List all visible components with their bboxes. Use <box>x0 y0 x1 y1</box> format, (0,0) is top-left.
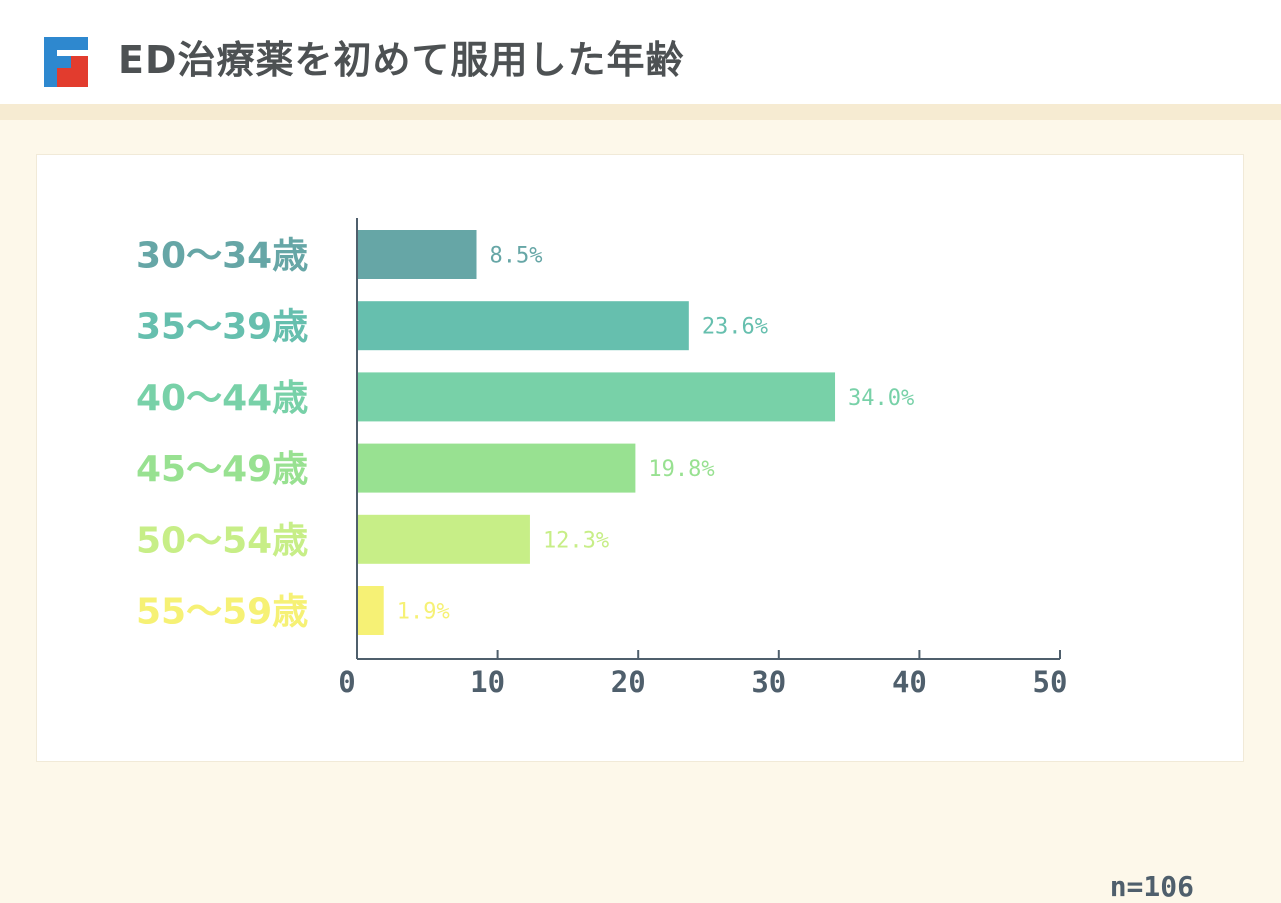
header: ED治療薬を初めて服用した年齢 <box>0 0 1281 104</box>
value-label-3: 19.8% <box>648 457 714 482</box>
chart-card: 30〜34歳 8.5% 35〜39歳 23.6% 40〜44歳 34.0% 45〜49歳 19… <box>36 154 1244 903</box>
value-label-5: 1.9% <box>397 600 450 625</box>
x-tick-label-4: 40 <box>892 665 927 699</box>
header-divider <box>0 104 1281 120</box>
bar-1 <box>357 301 689 351</box>
bar-5 <box>357 586 384 635</box>
category-label-5: 55〜59歳 <box>136 592 308 633</box>
category-label-3: 45〜49歳 <box>136 449 308 490</box>
value-label-2: 34.0% <box>848 386 914 411</box>
value-label-4: 12.3% <box>543 528 609 553</box>
x-tick-label-3: 30 <box>751 665 786 699</box>
bar-3 <box>357 443 636 493</box>
x-tick-label-5: 50 <box>1033 665 1068 699</box>
logo-blue-notch <box>57 56 71 68</box>
value-label-1: 23.6% <box>702 315 768 340</box>
logo-blue-left <box>44 37 57 87</box>
page-title: ED治療薬を初めて服用した年齢 <box>118 38 685 82</box>
category-label-0: 30〜34歳 <box>136 236 308 277</box>
category-label-2: 40〜44歳 <box>136 378 308 419</box>
bar-0 <box>357 230 477 279</box>
brand-logo-icon <box>44 37 88 87</box>
bar-chart: 30〜34歳 8.5% 35〜39歳 23.6% 40〜44歳 34.0% 45〜49歳 19… <box>136 218 1068 699</box>
category-label-1: 35〜39歳 <box>136 307 308 348</box>
x-tick-label-0: 0 <box>338 665 355 699</box>
bar-4 <box>357 514 530 564</box>
x-tick-label-2: 20 <box>611 665 646 699</box>
bar-2 <box>357 372 836 422</box>
x-tick-label-1: 10 <box>470 665 505 699</box>
category-label-4: 50〜54歳 <box>136 520 308 561</box>
value-label-0: 8.5% <box>490 244 543 269</box>
sample-size-note: n=106 <box>1109 870 1194 903</box>
